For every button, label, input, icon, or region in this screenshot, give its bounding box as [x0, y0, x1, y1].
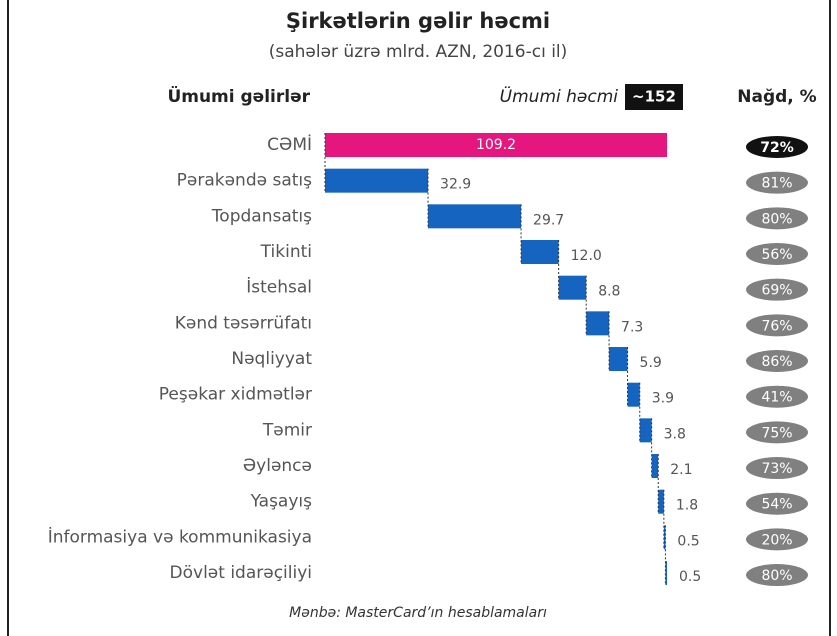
- cash-label: 20%: [761, 532, 792, 548]
- category-label: Topdansatış: [211, 206, 312, 226]
- cash-pill: [746, 350, 808, 373]
- chart-title: Şirkətlərin gəlir həcmi: [286, 9, 550, 33]
- category-label: Kənd təsərrüfatı: [175, 313, 312, 333]
- value-label: 0.5: [677, 533, 699, 549]
- bar: [639, 418, 652, 443]
- cash-label: 76%: [761, 318, 792, 334]
- cash-pill: [746, 564, 808, 587]
- value-label: 7.3: [621, 319, 643, 335]
- value-label: 2.1: [670, 462, 692, 478]
- cash-pill: [746, 528, 808, 551]
- bar: [665, 561, 667, 586]
- value-label: 29.7: [533, 212, 564, 228]
- bar: [558, 275, 587, 300]
- legend-main: Ümumi gəlirlər: [167, 85, 310, 107]
- cash-pill: [746, 171, 808, 194]
- value-label: 1.8: [676, 498, 698, 514]
- cash-pill: [746, 278, 808, 301]
- cash-pill: [746, 136, 808, 158]
- value-label: 0.5: [679, 569, 701, 585]
- value-label: 8.8: [598, 284, 620, 300]
- bar: [663, 525, 666, 550]
- value-label: 32.9: [440, 177, 471, 193]
- cash-label: 80%: [761, 568, 792, 584]
- cash-pill: [746, 314, 808, 337]
- source: Mənbə: MasterCard’ın hesablamaları: [289, 605, 547, 621]
- category-label: Nəqliyyat: [231, 349, 312, 369]
- bar: [609, 347, 628, 372]
- category-label: Peşəkar xidmətlər: [159, 385, 312, 405]
- cash-label: 54%: [761, 497, 792, 513]
- cash-label: 73%: [761, 461, 792, 477]
- cash-pill: [746, 385, 808, 408]
- cash-pill: [746, 421, 808, 444]
- bar: [651, 454, 659, 479]
- total-note-box: [625, 84, 683, 110]
- value-label: 3.8: [664, 426, 686, 442]
- category-label: Təmir: [262, 420, 312, 440]
- category-label: Dövlət idarəçiliyi: [170, 563, 312, 583]
- bar: [658, 489, 664, 514]
- cash-label: 75%: [761, 425, 792, 441]
- value-label: 3.9: [652, 391, 674, 407]
- cash-pill: [746, 457, 808, 480]
- value-label: 5.9: [640, 355, 662, 371]
- cash-label: 56%: [761, 247, 792, 263]
- cash-label: 69%: [761, 283, 792, 299]
- legend-cash: Nağd, %: [737, 87, 816, 107]
- total-note-value: ~152: [632, 88, 676, 106]
- cash-label: 41%: [761, 390, 792, 406]
- cash-pill: [746, 243, 808, 266]
- category-label: İstehsal: [246, 277, 312, 298]
- category-label: İnformasiya və kommunikasiya: [48, 526, 312, 547]
- bar: [428, 204, 522, 229]
- bar: [627, 382, 640, 407]
- bar: [325, 168, 429, 193]
- category-label: Pərakəndə satış: [177, 171, 313, 191]
- category-label: Əyləncə: [243, 456, 312, 476]
- chart-subtitle: (sahələr üzrə mlrd. AZN, 2016-cı il): [269, 42, 568, 62]
- value-label: 109.2: [476, 137, 516, 153]
- bar: [521, 240, 559, 265]
- value-label: 12.0: [571, 248, 602, 264]
- total-bar: [325, 133, 667, 157]
- bar: [586, 311, 610, 336]
- cash-label: 80%: [761, 211, 792, 227]
- category-label: CƏMİ: [267, 134, 312, 155]
- cash-label: 72%: [760, 140, 794, 156]
- category-label: Tikinti: [260, 242, 312, 262]
- cash-pill: [746, 207, 808, 230]
- total-note-label: Ümumi həcmi: [500, 85, 619, 107]
- category-label: Yaşayış: [250, 492, 313, 512]
- cash-pill: [746, 492, 808, 515]
- cash-label: 81%: [761, 176, 792, 192]
- cash-label: 86%: [761, 354, 792, 370]
